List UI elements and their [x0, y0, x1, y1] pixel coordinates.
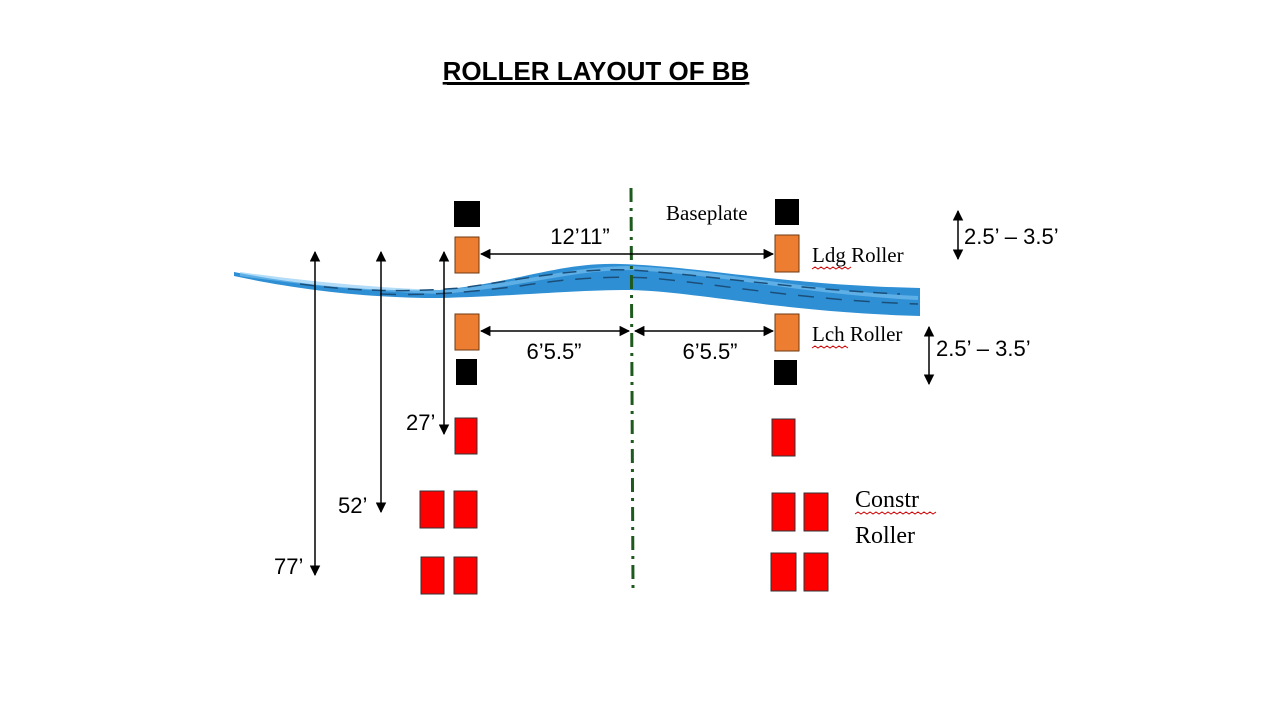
page-title: ROLLER LAYOUT OF BB — [443, 56, 750, 86]
beam-dashed-line-2 — [379, 276, 919, 305]
constr-roller-left-77a — [420, 556, 445, 595]
constr-roller-right-52a — [771, 492, 796, 532]
constr-label-line2: Roller — [855, 523, 915, 549]
lch-roller-right — [774, 313, 800, 352]
constr-roller-left-52a — [419, 490, 445, 529]
baseplate-left-bottom — [456, 359, 477, 385]
lch-spellcheck-underline — [811, 345, 849, 349]
half-left-label: 6’5.5” — [526, 339, 581, 364]
ldg-roller-label: Ldg Roller — [812, 243, 904, 267]
constr-roller-left-52b — [453, 490, 478, 529]
d52-label: 52’ — [338, 493, 367, 518]
constr-roller-right-27 — [771, 418, 796, 457]
d77-label: 77’ — [274, 554, 303, 579]
baseplate-label: Baseplate — [666, 201, 748, 225]
beam-dashed-line-1 — [299, 269, 901, 295]
ldg-roller-left — [454, 236, 480, 274]
gap-top-label: 2.5’ – 3.5’ — [964, 224, 1059, 249]
baseplate-left-top — [454, 201, 480, 227]
half-right-label: 6’5.5” — [682, 339, 737, 364]
baseplate-right-bottom — [774, 360, 797, 385]
constr-spellcheck-underline — [854, 511, 937, 515]
lch-roller-label: Lch Roller — [812, 322, 902, 346]
beam-band — [234, 263, 920, 316]
centre-line — [629, 187, 635, 589]
constr-roller-right-77a — [770, 552, 797, 592]
span-label: 12’11” — [550, 224, 610, 249]
d27-label: 27’ — [406, 410, 435, 435]
constr-roller-right-77b — [803, 552, 829, 592]
ldg-spellcheck-underline — [811, 266, 852, 270]
constr-label-line1: Constr — [855, 487, 919, 513]
constr-roller-left-27 — [454, 417, 478, 455]
gap-bottom-label: 2.5’ – 3.5’ — [936, 336, 1031, 361]
constr-roller-right-52b — [803, 492, 829, 532]
baseplate-right-top — [775, 199, 799, 225]
ldg-roller-right — [774, 234, 800, 273]
constr-roller-left-77b — [453, 556, 478, 595]
lch-roller-left — [454, 313, 480, 351]
